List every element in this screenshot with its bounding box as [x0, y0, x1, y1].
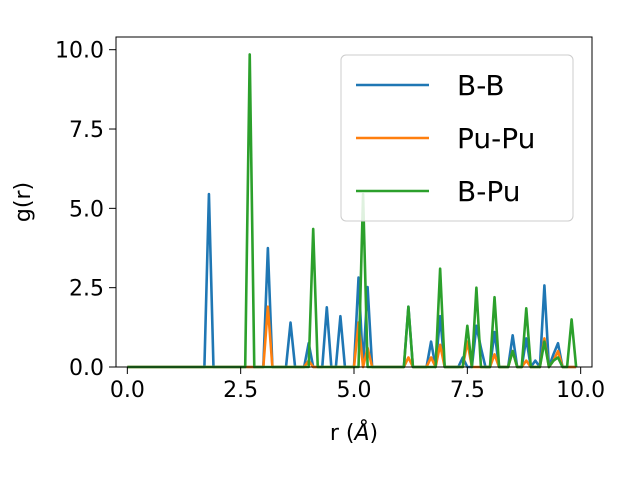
x-axis-label-close: ) [370, 421, 379, 446]
x-axis: 0.0 2.5 5.0 7.5 10.0 [110, 367, 605, 403]
y-axis: 0.0 2.5 5.0 7.5 10.0 [55, 39, 116, 381]
x-axis-label-text: r ( [330, 421, 355, 446]
y-axis-label: g(r) [11, 182, 36, 222]
y-tick-label: 2.5 [69, 277, 104, 302]
x-axis-label: r (Å) [330, 419, 378, 446]
x-tick-label: 0.0 [110, 378, 145, 403]
y-tick-label: 7.5 [69, 118, 104, 143]
x-tick-label: 7.5 [450, 378, 485, 403]
x-tick-label: 5.0 [337, 378, 372, 403]
x-axis-label-unit: Å [352, 419, 369, 446]
legend: B-B Pu-Pu B-Pu [340, 54, 574, 222]
legend-label-b-pu: B-Pu [457, 175, 520, 208]
y-tick-label: 0.0 [69, 356, 104, 381]
legend-label-pu-pu: Pu-Pu [457, 122, 535, 155]
y-tick-label: 5.0 [69, 197, 104, 222]
y-tick-label: 10.0 [55, 39, 104, 64]
x-tick-label: 2.5 [223, 378, 258, 403]
x-tick-label: 10.0 [556, 378, 605, 403]
legend-box [340, 54, 574, 222]
legend-label-b-b: B-B [457, 69, 505, 102]
